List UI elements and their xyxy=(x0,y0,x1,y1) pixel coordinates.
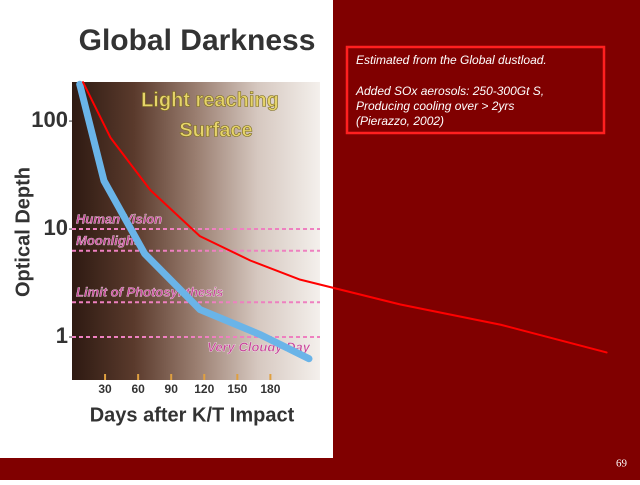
page-number: 69 xyxy=(616,458,628,470)
threshold-label: Human Vision xyxy=(76,211,162,226)
x-tick-label: 180 xyxy=(260,382,280,396)
note-text: Added SOx aerosols: 250-300Gt S, xyxy=(355,84,544,98)
x-tick-label: 150 xyxy=(227,382,247,396)
x-tick-label: 120 xyxy=(194,382,214,396)
x-tick-label: 90 xyxy=(165,382,179,396)
x-axis-label: Days after K/T Impact xyxy=(90,404,295,426)
chart-title: Global Darkness xyxy=(79,24,316,57)
note-text: (Pierazzo, 2002) xyxy=(356,114,444,128)
annotation: Light reaching xyxy=(141,89,279,111)
note-box xyxy=(345,45,606,135)
y-tick-label: 100 xyxy=(31,107,68,132)
note-text: Producing cooling over > 2yrs xyxy=(356,99,514,113)
x-tick-label: 30 xyxy=(98,382,112,396)
y-tick-label: 10 xyxy=(44,215,68,240)
y-tick-label: 1 xyxy=(56,323,68,348)
threshold-label: Moonlight xyxy=(76,233,139,248)
y-axis-label: Optical Depth xyxy=(12,167,34,297)
annotation: Surface xyxy=(179,119,252,141)
data-line xyxy=(76,80,313,363)
x-tick-label: 60 xyxy=(131,382,145,396)
threshold-label: Limit of Photosynthesis xyxy=(76,285,223,300)
plot-area xyxy=(72,82,320,380)
data-line xyxy=(82,81,608,354)
note-text: Estimated from the Global dustload. xyxy=(356,53,547,67)
